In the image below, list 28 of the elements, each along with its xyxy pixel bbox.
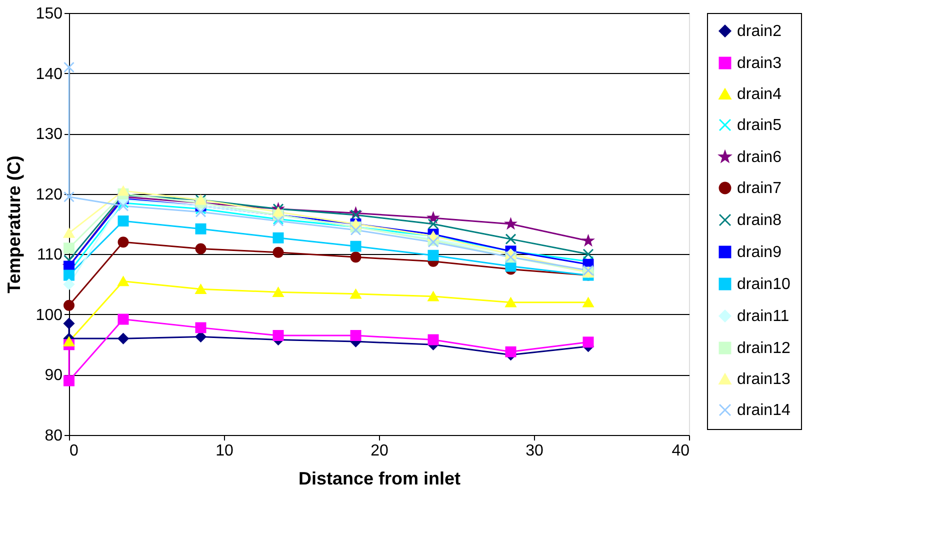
x-tick-label: 30 [526, 442, 544, 460]
legend-label: drain12 [737, 340, 790, 357]
x-tick-label: 0 [70, 442, 78, 460]
y-tick-label: 80 [44, 428, 63, 444]
y-tick-label: 150 [36, 6, 63, 22]
y-tick-label: 100 [36, 306, 63, 324]
legend-label: drain6 [737, 149, 782, 166]
x-tick-label: 40 [672, 442, 690, 460]
legend-label: drain4 [737, 86, 782, 103]
y-tick-label: 140 [36, 66, 63, 83]
legend-label: drain9 [737, 244, 782, 261]
y-tick-label: 120 [36, 186, 63, 204]
y-tick-label: 130 [36, 126, 63, 144]
legend-label: drain8 [737, 212, 782, 229]
legend-label: drain10 [737, 276, 790, 293]
legend-label: drain13 [737, 371, 790, 388]
legend-label: drain2 [737, 23, 782, 40]
legend-label: drain5 [737, 117, 782, 134]
legend-label: drain3 [737, 55, 782, 72]
y-axis-title: Temperature (C) [4, 156, 24, 294]
legend-label: drain11 [737, 308, 790, 325]
y-tick-label: 90 [44, 367, 63, 384]
x-tick-label: 20 [370, 442, 388, 460]
x-tick-label: 10 [216, 442, 234, 460]
legend-label: drain14 [737, 402, 790, 419]
legend-label: drain7 [737, 180, 782, 197]
y-tick-label: 110 [36, 246, 63, 264]
x-axis-title: Distance from inlet [298, 468, 461, 488]
